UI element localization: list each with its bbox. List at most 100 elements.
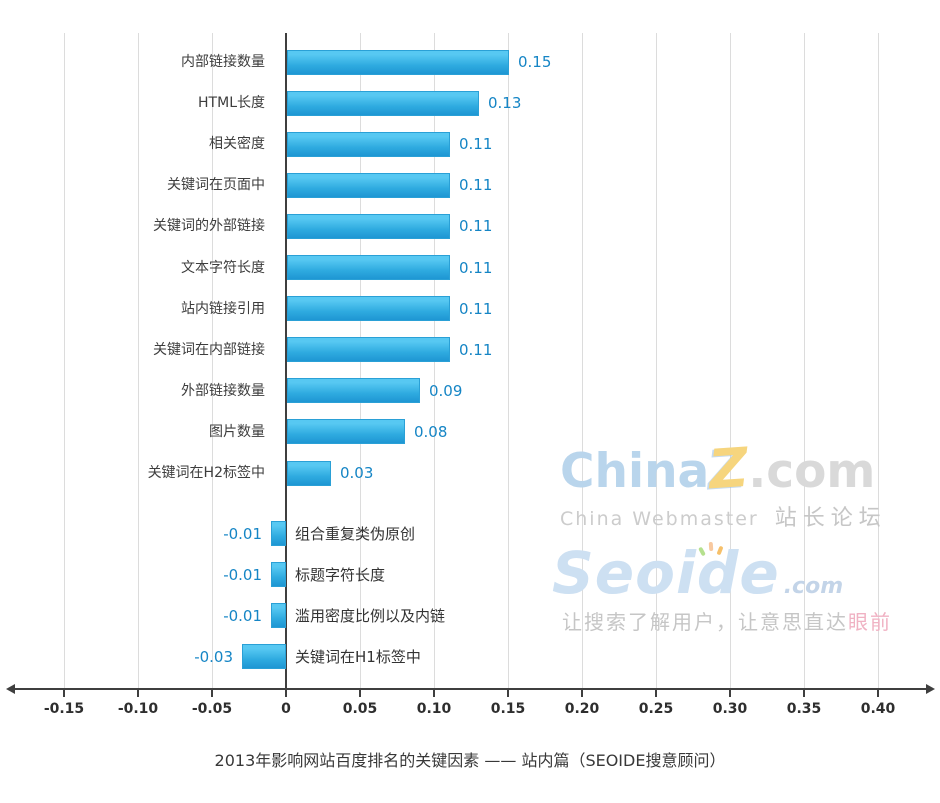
x-axis-tick [507,690,509,697]
bar-category-label: 站内链接引用 [181,301,265,317]
bar-value-label: 0.08 [414,423,448,441]
chinaz-logo: ChinaZ.com [560,435,900,502]
gridline [877,33,879,688]
x-axis-tick [433,690,435,697]
bar [271,562,287,587]
bar-category-label: HTML长度 [198,95,265,111]
x-axis-tick-label: 0.35 [786,701,822,717]
chinaz-logo-z-glyph: Z [707,435,751,502]
gridline [211,33,213,688]
bar-category-label: 图片数量 [209,424,265,440]
x-axis-tick [803,690,805,697]
bar-category-label: 组合重复类伪原创 [295,525,416,543]
gridline [63,33,65,688]
bar-value-label: 0.11 [459,135,493,153]
bar [287,214,450,239]
sparkle-icon [698,541,730,558]
bar-value-label: 0.11 [459,217,493,235]
bar [287,419,405,444]
x-axis-arrow-left-icon [6,684,15,694]
x-axis-tick [285,690,287,697]
seoide-logo: Seoide .com [552,544,932,602]
chinaz-logo-china-text: China [560,444,710,499]
x-axis-line [14,688,926,690]
x-axis-tick [877,690,879,697]
bar-value-label: -0.01 [223,525,262,543]
bar-category-label: 相关密度 [209,136,265,152]
bar [271,521,287,546]
bar [241,644,286,669]
bar-category-label: 滥用密度比例以及内链 [295,607,446,625]
x-axis-tick-label: 0.30 [712,701,748,717]
bar [287,91,479,116]
x-axis-tick [655,690,657,697]
bar [287,255,450,280]
seoide-tagline: 让搜索了解用户，让意思直达眼前 [562,606,932,635]
bar-category-label: 关键词在内部链接 [153,342,265,358]
chinaz-logo-com-text: .com [748,444,876,499]
gridline [655,33,657,688]
chinaz-subtitle-en: China Webmaster [560,508,759,530]
x-axis-tick-label: 0.10 [416,701,452,717]
x-axis-tick-label: 0.15 [490,701,526,717]
seoide-watermark: Seoide .com 让搜索了解用户，让意思直达眼前 [552,541,932,635]
x-axis-tick-label: -0.10 [117,701,159,717]
x-axis-tick-label: 0.20 [564,701,600,717]
gridline [581,33,583,688]
bar-value-label: -0.03 [194,648,233,666]
x-axis-tick-label: -0.15 [43,701,85,717]
bar-value-label: 0.15 [518,53,552,71]
x-axis-tick [359,690,361,697]
bar-category-label: 文本字符长度 [181,260,265,276]
x-axis-tick-label: 0.25 [638,701,674,717]
chinaz-subtitle: China Webmaster 站长论坛 [560,500,900,532]
x-axis-tick-label: -0.05 [191,701,233,717]
chart-caption: 2013年影响网站百度排名的关键因素 —— 站内篇（SEOIDE搜意顾问） [214,751,726,770]
chinaz-subtitle-cn: 站长论坛 [774,506,887,531]
bar-category-label: 关键词在页面中 [167,177,265,193]
x-axis-arrow-right-icon [926,684,935,694]
bar-value-label: 0.11 [459,341,493,359]
bar-category-label: 标题字符长度 [295,566,386,584]
x-axis-tick-label: 0.05 [342,701,378,717]
x-axis-tick [63,690,65,697]
gridline [729,33,731,688]
zero-axis-line [285,33,287,690]
x-axis-tick [729,690,731,697]
seoide-logo-brand-text: Seoide [552,539,780,607]
gridline [507,33,509,688]
bar-category-label: 关键词的外部链接 [153,218,265,234]
bar-value-label: 0.11 [459,259,493,277]
bar-value-label: 0.11 [459,176,493,194]
bar-category-label: 关键词在H2标签中 [147,465,265,481]
x-axis-tick [137,690,139,697]
bar [287,132,450,157]
x-axis-tick [211,690,213,697]
bar-category-label: 内部链接数量 [181,54,265,70]
bar [271,603,287,628]
bar-value-label: 0.11 [459,300,493,318]
bar [287,461,331,486]
x-axis-tick-label: 0 [281,701,291,717]
x-axis-tick [581,690,583,697]
gridline [803,33,805,688]
seoide-tagline-main: 让搜索了解用户，让意思直达 [562,610,848,634]
seoide-logo-com-text: .com [783,574,844,599]
bar [287,378,420,403]
chinaz-watermark: ChinaZ.com China Webmaster 站长论坛 [560,435,900,532]
bar-value-label: 0.09 [429,382,463,400]
bar [287,173,450,198]
bar-value-label: -0.01 [223,566,262,584]
seoide-tagline-accent: 眼前 [848,610,892,634]
bar-value-label: 0.13 [488,94,522,112]
bar-value-label: -0.01 [223,607,262,625]
bar [287,337,450,362]
bar-category-label: 外部链接数量 [181,383,265,399]
x-axis-tick-label: 0.40 [860,701,896,717]
bar [287,296,450,321]
bar-value-label: 0.03 [340,464,374,482]
gridline [137,33,139,688]
bar-category-label: 关键词在H1标签中 [295,648,421,666]
